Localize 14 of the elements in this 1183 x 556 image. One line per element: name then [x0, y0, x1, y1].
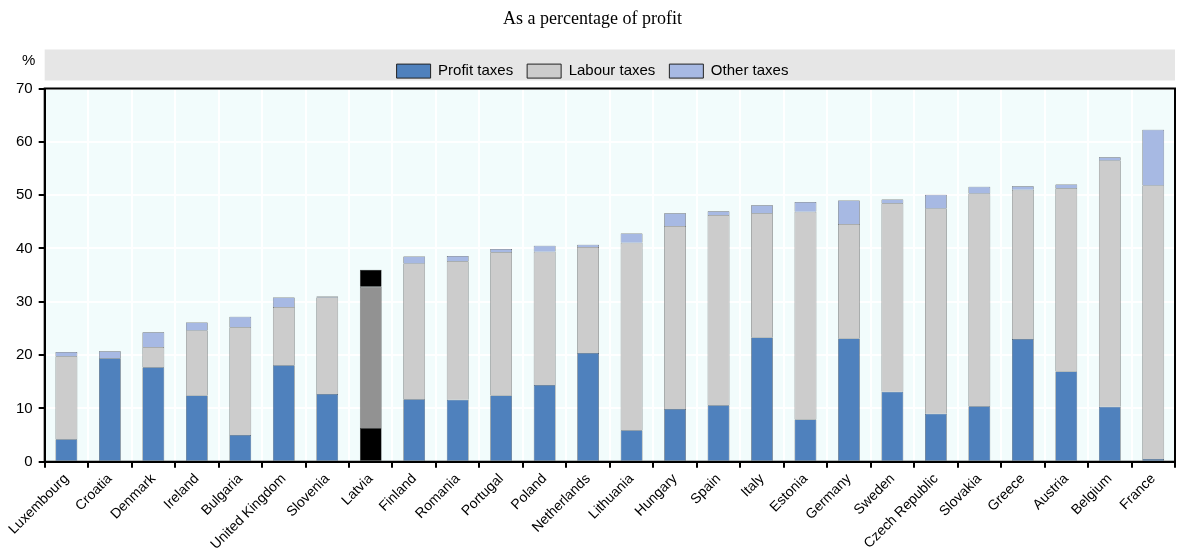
y-tick-label: 0 [24, 451, 33, 469]
y-tick-label: 70 [16, 78, 33, 96]
x-tick-label: Italy [737, 470, 767, 500]
legend-label: Profit taxes [438, 61, 514, 79]
legend-label: Other taxes [710, 61, 789, 79]
y-axis-title: % [22, 51, 36, 69]
chart-title: As a percentage of profit [503, 7, 682, 28]
y-tick-label: 20 [16, 345, 33, 363]
y-tick-label: 60 [16, 132, 33, 150]
y-tick-label: 10 [16, 398, 33, 416]
y-tick-label: 50 [16, 185, 33, 203]
legend-label: Labour taxes [568, 61, 656, 79]
y-tick-label: 30 [16, 291, 33, 309]
y-tick-label: 40 [16, 238, 33, 256]
